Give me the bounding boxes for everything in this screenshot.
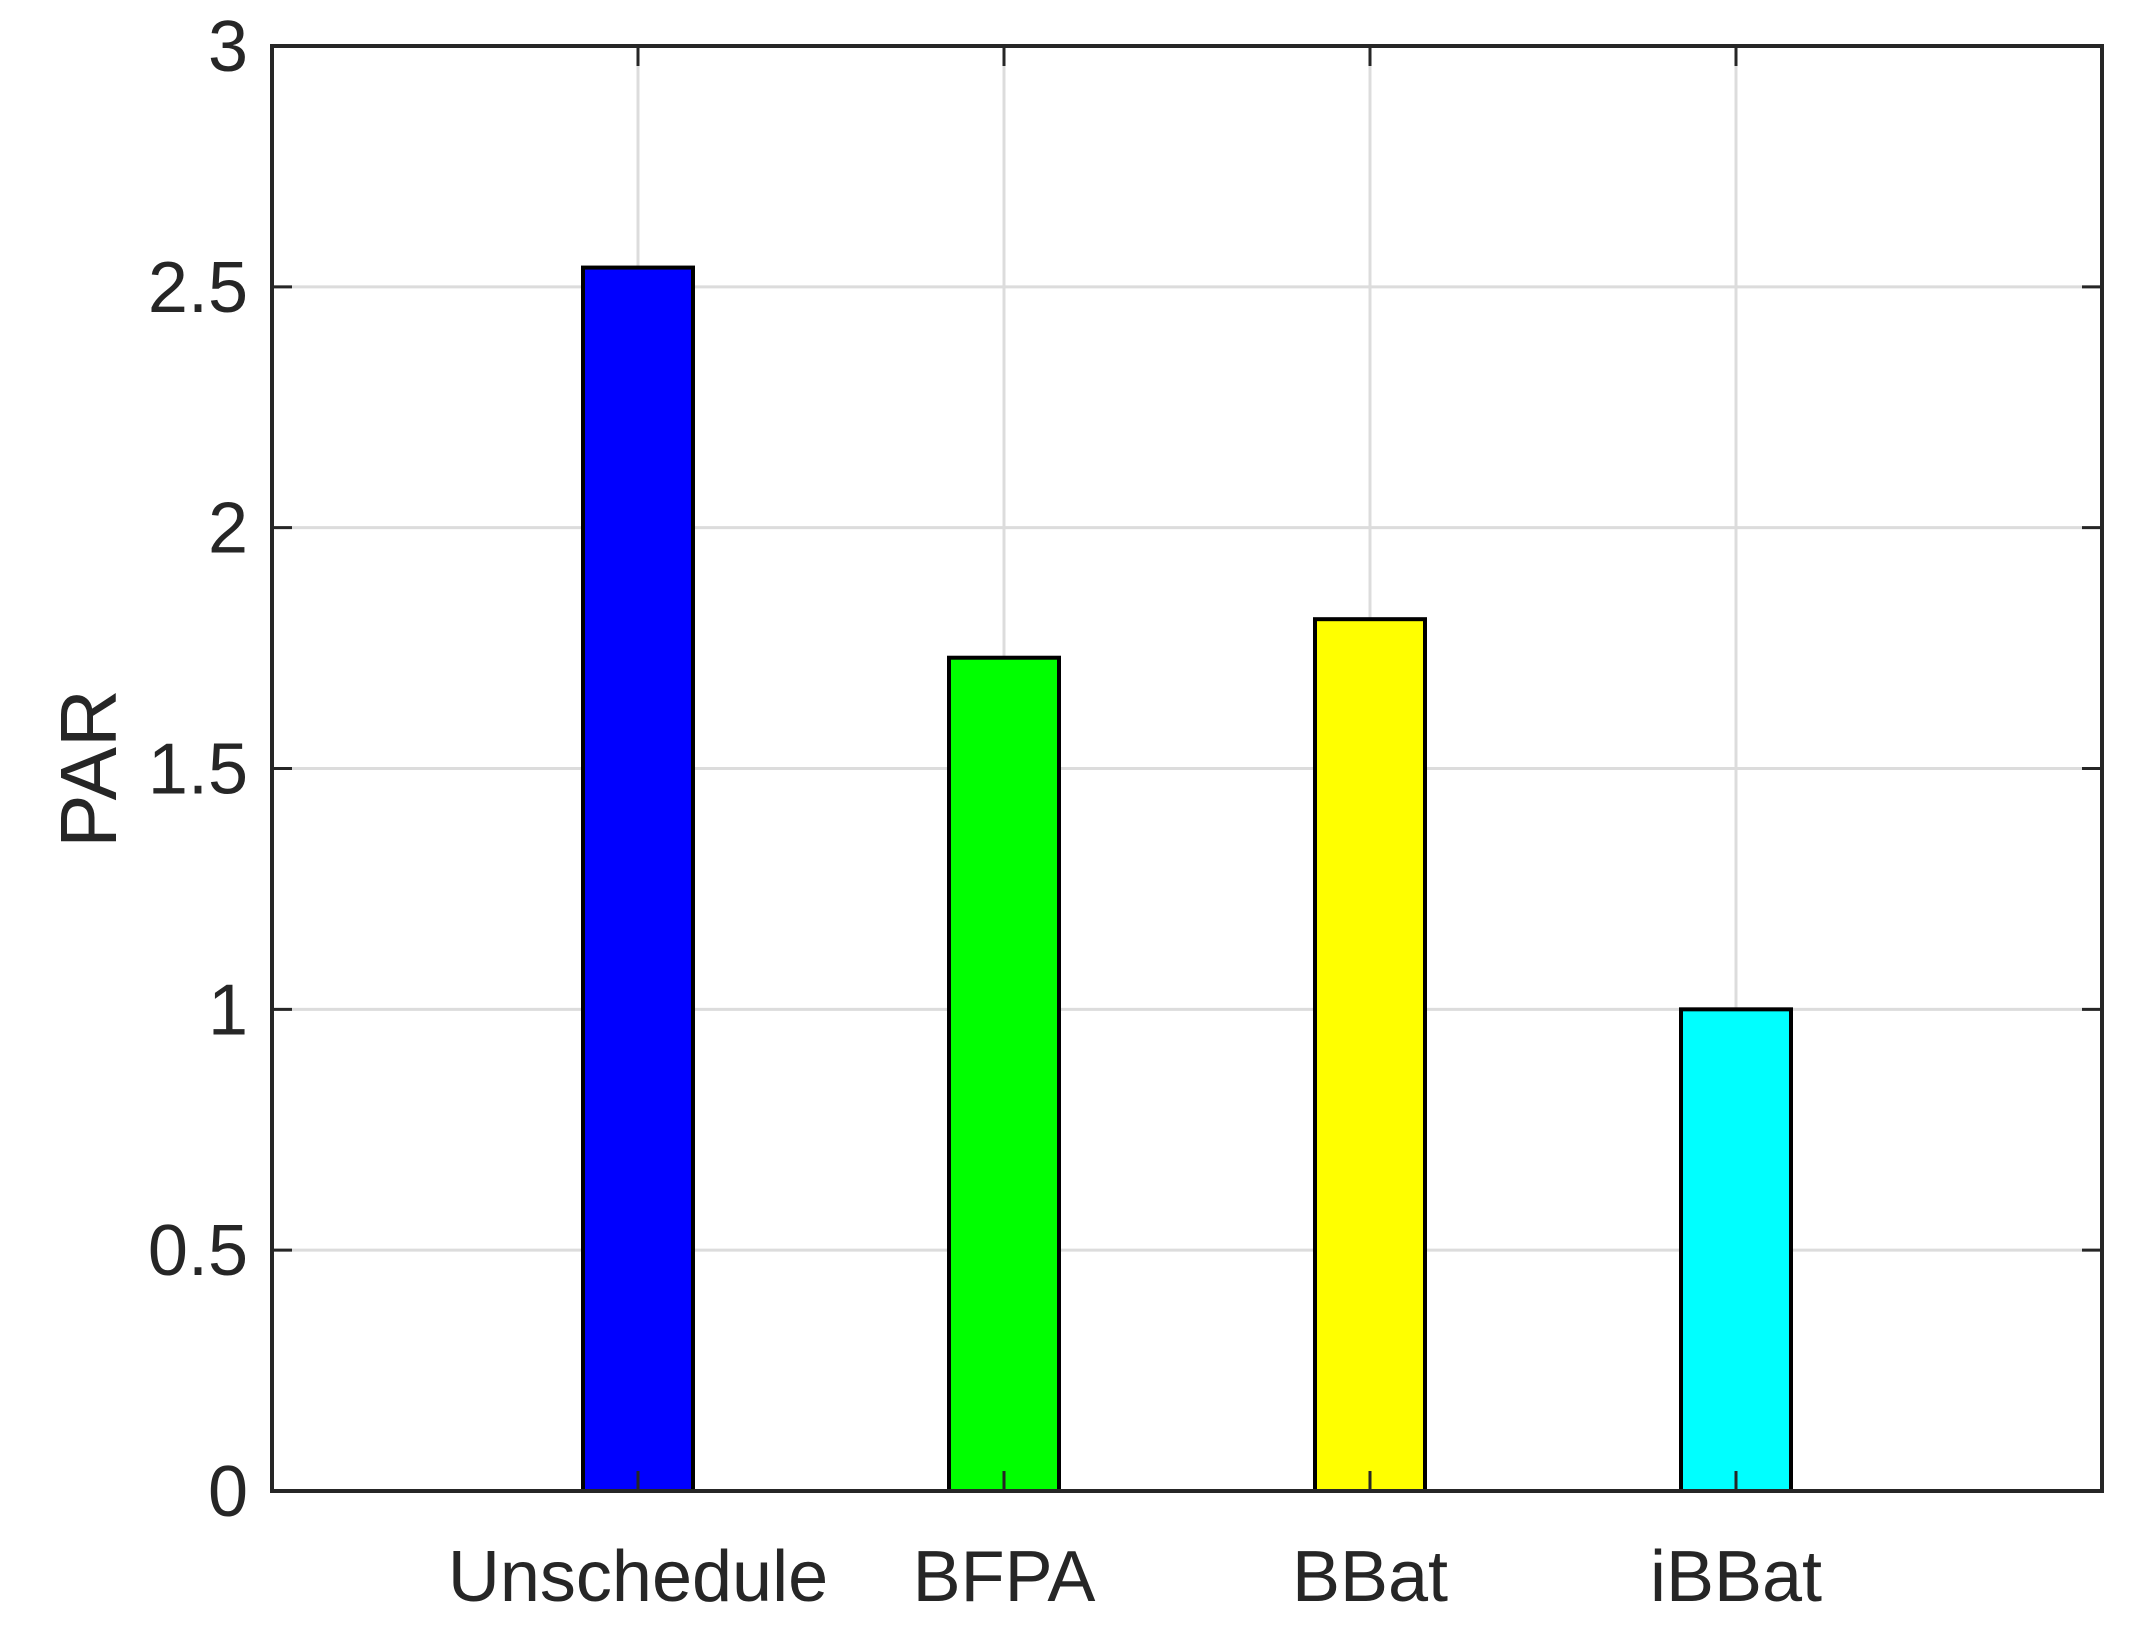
y-tick-label: 2 [208, 489, 248, 569]
y-tick-labels: 0 0.5 1 1.5 2 2.5 3 [148, 7, 248, 1532]
bar-ibbat [1679, 1007, 1793, 1493]
x-tick-labels: Unschedule BFPA BBat iBBat [448, 1537, 1822, 1617]
bars [581, 265, 1793, 1494]
tick-marks [272, 44, 2102, 1493]
grid-lines [272, 46, 2102, 1491]
x-tick-label: BBat [1292, 1537, 1448, 1617]
y-tick-label: 2.5 [148, 248, 248, 328]
bar-unschedule [581, 265, 695, 1494]
y-tick-label: 1 [208, 970, 248, 1050]
y-tick-label: 0 [208, 1452, 248, 1532]
x-tick-label: iBBat [1650, 1537, 1822, 1617]
y-tick-label: 1.5 [148, 730, 248, 810]
y-axis-label: PAR [44, 689, 133, 848]
y-tick-label: 0.5 [148, 1211, 248, 1291]
bar-bbat [1313, 617, 1427, 1493]
x-tick-label: BFPA [913, 1537, 1096, 1617]
y-tick-label: 3 [208, 7, 248, 87]
x-tick-label: Unschedule [448, 1537, 828, 1617]
bar-bfpa [947, 655, 1061, 1493]
